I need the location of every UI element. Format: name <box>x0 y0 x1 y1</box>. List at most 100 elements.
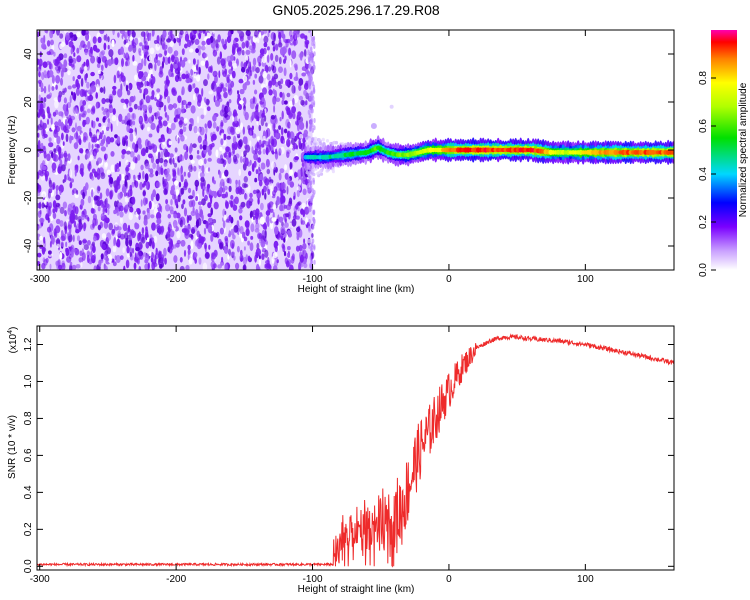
noise-speckle <box>67 203 73 212</box>
noise-speckle <box>303 262 308 269</box>
noise-speckle <box>194 87 200 94</box>
noise-speckle <box>42 113 46 120</box>
noise-speckle <box>266 46 270 51</box>
noise-speckle <box>37 132 40 138</box>
y-tick-label: 0.2 <box>23 522 34 536</box>
noise-speckle <box>103 161 108 170</box>
noise-speckle <box>70 63 75 68</box>
noise-speckle <box>232 204 238 211</box>
noise-speckle <box>175 189 180 196</box>
noise-speckle <box>221 193 227 199</box>
noise-speckle <box>148 145 153 150</box>
y-tick-label: -40 <box>23 238 34 253</box>
noise-speckle <box>116 70 120 79</box>
noise-speckle <box>117 88 123 98</box>
noise-speckle <box>58 119 62 127</box>
noise-speckle <box>267 31 270 38</box>
noise-speckle <box>74 193 79 198</box>
noise-speckle <box>230 251 235 256</box>
noise-speckle <box>259 232 262 240</box>
noise-speckle <box>58 66 61 72</box>
noise-speckle <box>87 95 93 101</box>
noise-speckle <box>120 75 126 82</box>
noise-speckle <box>252 96 256 104</box>
noise-speckle <box>253 110 259 119</box>
noise-speckle <box>155 43 160 51</box>
noise-speckle <box>123 265 126 270</box>
noise-speckle <box>148 32 152 42</box>
noise-speckle <box>277 245 280 251</box>
noise-speckle <box>203 107 207 116</box>
noise-speckle <box>286 138 291 148</box>
noise-speckle <box>37 252 42 258</box>
noise-speckle <box>178 181 182 188</box>
noise-speckle <box>148 107 152 113</box>
noise-speckle <box>219 242 224 250</box>
noise-speckle <box>86 254 90 264</box>
noise-speckle <box>42 61 48 68</box>
x-tick-label: 0 <box>446 274 452 285</box>
noise-speckle <box>264 64 269 74</box>
noise-speckle <box>128 107 133 113</box>
noise-speckle <box>45 30 49 34</box>
noise-speckle <box>248 170 252 177</box>
noise-speckle <box>272 46 276 52</box>
noise-speckle <box>253 153 258 161</box>
noise-speckle <box>83 61 86 67</box>
noise-speckle <box>59 33 64 39</box>
noise-speckle <box>303 89 307 96</box>
ridge-halo-speckle <box>331 169 335 174</box>
noise-speckle <box>195 219 200 228</box>
noise-speckle <box>105 257 110 262</box>
noise-speckle <box>219 181 222 189</box>
noise-speckle <box>76 82 81 90</box>
noise-speckle <box>247 62 251 67</box>
noise-speckle <box>63 53 68 59</box>
noise-speckle <box>142 197 147 206</box>
noise-speckle <box>141 227 145 235</box>
noise-speckle <box>308 104 311 110</box>
noise-speckle <box>263 35 269 44</box>
noise-speckle <box>41 72 45 80</box>
noise-speckle <box>46 153 51 162</box>
noise-speckle <box>52 200 57 209</box>
noise-speckle <box>60 151 64 159</box>
noise-speckle <box>196 74 201 82</box>
noise-speckle <box>305 120 308 129</box>
noise-speckle <box>109 176 114 184</box>
noise-speckle <box>91 143 94 150</box>
noise-speckle <box>281 99 285 106</box>
noise-speckle <box>173 162 177 168</box>
noise-speckle <box>105 188 110 197</box>
noise-speckle <box>163 104 167 112</box>
noise-speckle <box>114 222 118 228</box>
noise-speckle <box>90 207 95 214</box>
noise-speckle <box>265 78 268 87</box>
noise-speckle <box>168 103 173 111</box>
noise-speckle <box>220 260 225 266</box>
noise-speckle <box>173 117 177 123</box>
noise-speckle <box>43 97 47 103</box>
noise-speckle <box>87 40 91 50</box>
noise-speckle <box>75 87 80 96</box>
noise-speckle <box>258 104 261 113</box>
noise-speckle <box>281 92 285 101</box>
noise-speckle <box>91 175 95 181</box>
noise-speckle <box>279 168 285 174</box>
noise-speckle <box>298 78 304 86</box>
noise-speckle <box>88 161 92 167</box>
noise-speckle <box>231 243 234 250</box>
noise-speckle <box>62 201 68 209</box>
noise-speckle <box>145 146 149 153</box>
noise-speckle <box>94 218 98 226</box>
noise-speckle <box>109 137 115 143</box>
noise-speckle <box>188 200 193 208</box>
noise-speckle <box>256 141 260 149</box>
noise-speckle <box>177 70 181 80</box>
noise-speckle <box>139 181 143 191</box>
noise-speckle <box>164 83 168 93</box>
noise-speckle <box>66 256 72 263</box>
noise-speckle <box>226 177 231 184</box>
noise-speckle <box>258 124 262 132</box>
noise-speckle <box>296 186 301 192</box>
